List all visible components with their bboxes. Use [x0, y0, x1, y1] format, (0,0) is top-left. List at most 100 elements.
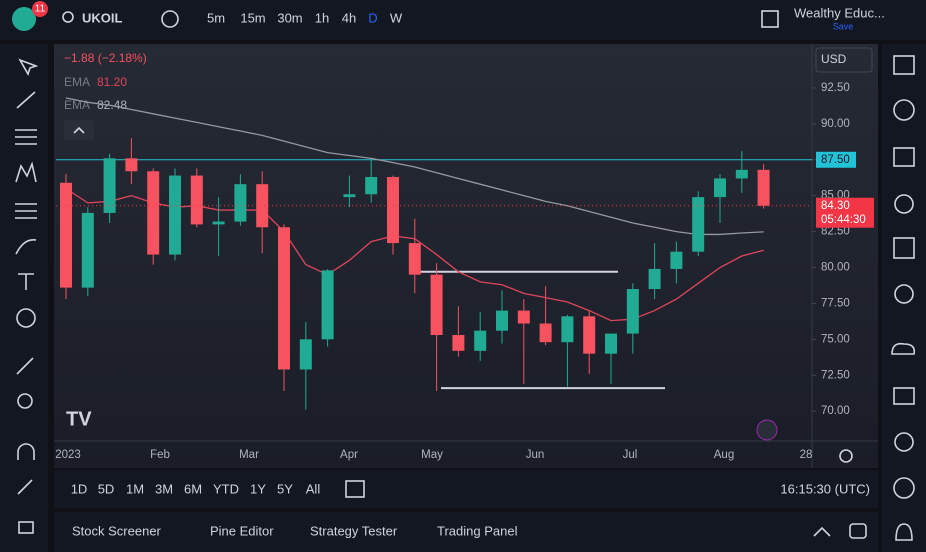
settings-icon[interactable] [839, 449, 853, 463]
zoom-tool[interactable] [17, 393, 33, 409]
interval[interactable]: 15m [240, 10, 265, 25]
collapse-button[interactable] [64, 120, 94, 140]
lock-draw-tool[interactable] [17, 479, 33, 495]
range-button[interactable]: All [306, 481, 321, 496]
right-toolbar [882, 44, 926, 552]
date-range-icon[interactable] [345, 480, 365, 498]
currency-box[interactable] [815, 47, 873, 73]
alerts[interactable] [893, 99, 915, 121]
chats[interactable] [893, 387, 915, 405]
badge-count: 11 [35, 4, 46, 15]
news[interactable] [893, 147, 915, 167]
candle-body [605, 333, 617, 354]
price-tick-label: 77.50 [821, 297, 850, 309]
forecast-tool[interactable] [15, 203, 37, 219]
price-tick-label: 72.50 [821, 369, 850, 381]
price-tick-label: 82.50 [821, 226, 850, 238]
last-price-label: 84.30 [821, 200, 850, 212]
candle-body [430, 274, 443, 336]
ema1-value: 81.20 [97, 75, 127, 89]
range-button[interactable]: 3M [155, 481, 173, 496]
candle-body [299, 339, 312, 370]
lock-tool[interactable] [18, 521, 34, 534]
panel-tab[interactable]: Stock Screener [72, 523, 162, 538]
candle-body [670, 251, 683, 269]
range-button[interactable]: YTD [213, 481, 239, 496]
candle-body [81, 212, 94, 288]
notifications[interactable] [895, 523, 913, 541]
save[interactable]: Save [833, 21, 854, 31]
candle-body [169, 175, 181, 255]
help[interactable] [894, 432, 914, 452]
cursor-tool[interactable] [18, 58, 39, 76]
chart-pane [54, 44, 878, 468]
events-icon[interactable] [756, 419, 778, 441]
interval[interactable]: D [368, 10, 377, 25]
price-tick-label: 75.00 [821, 333, 850, 345]
panel-tab[interactable]: Trading Panel [437, 523, 518, 538]
time-label: 28 [800, 449, 813, 461]
time-label: Aug [714, 449, 734, 461]
bottom-panel [54, 512, 878, 552]
logo[interactable] [12, 7, 36, 31]
panel-tab[interactable]: Pine Editor [210, 523, 274, 538]
emoji-tool[interactable] [16, 308, 36, 328]
panel-tab[interactable]: Strategy Tester [310, 523, 398, 538]
add-symbol[interactable] [161, 10, 179, 28]
top-toolbar [0, 0, 926, 40]
time-label: Apr [340, 449, 358, 461]
hotlists[interactable] [894, 194, 914, 214]
interval[interactable]: 5m [207, 10, 225, 25]
range-button[interactable]: 1M [126, 481, 144, 496]
watchlist[interactable] [893, 55, 915, 75]
text-tool[interactable] [18, 273, 34, 290]
range-bar [54, 470, 878, 508]
calendar[interactable] [893, 237, 915, 259]
range-button[interactable]: 5D [98, 481, 115, 496]
symbol[interactable]: UKOIL [82, 10, 123, 25]
streams[interactable] [891, 342, 916, 355]
candle-body [735, 169, 748, 179]
interval[interactable]: W [390, 10, 403, 25]
candle-body [387, 177, 399, 244]
candle-body [190, 175, 203, 225]
pattern-tool[interactable] [15, 161, 37, 183]
range-button[interactable]: 1D [71, 481, 88, 496]
candle-body [714, 178, 726, 198]
candle-body [147, 171, 160, 255]
candle-body [517, 310, 530, 324]
price-tick-label: 80.00 [821, 262, 850, 274]
interval[interactable]: 4h [342, 10, 356, 25]
candle-body [496, 310, 508, 331]
range-button[interactable]: 6M [184, 481, 202, 496]
ruler-tool[interactable] [16, 357, 34, 375]
play[interactable] [893, 477, 915, 499]
tv-logo: TV [66, 408, 92, 430]
range-button[interactable]: 1Y [250, 481, 266, 496]
currency[interactable]: USD [821, 52, 847, 66]
panel-collapse[interactable] [813, 526, 831, 537]
fullscreen-icon[interactable] [761, 10, 779, 28]
fib-tool[interactable] [15, 129, 37, 145]
line-tool[interactable] [16, 91, 36, 109]
time-label: Jul [623, 449, 638, 461]
candle-body [343, 194, 356, 198]
ideas[interactable] [894, 284, 914, 304]
candle-body [256, 184, 269, 228]
candle-body [278, 227, 290, 370]
search-icon[interactable] [62, 11, 74, 23]
layout-name[interactable]: Wealthy Educ... [794, 5, 885, 20]
badge [32, 1, 48, 17]
ema1-label: EMA [64, 75, 90, 89]
brush-tool[interactable] [15, 238, 37, 255]
candle-body [561, 316, 574, 343]
candle-body [212, 221, 225, 225]
interval[interactable]: 30m [277, 10, 302, 25]
panel-maximize[interactable] [849, 523, 867, 539]
range-button[interactable]: 5Y [277, 481, 293, 496]
magnet-tool[interactable] [17, 443, 35, 460]
resistance-label: 87.50 [821, 154, 850, 166]
price-tick-label: 92.50 [821, 82, 850, 94]
interval[interactable]: 1h [315, 10, 329, 25]
